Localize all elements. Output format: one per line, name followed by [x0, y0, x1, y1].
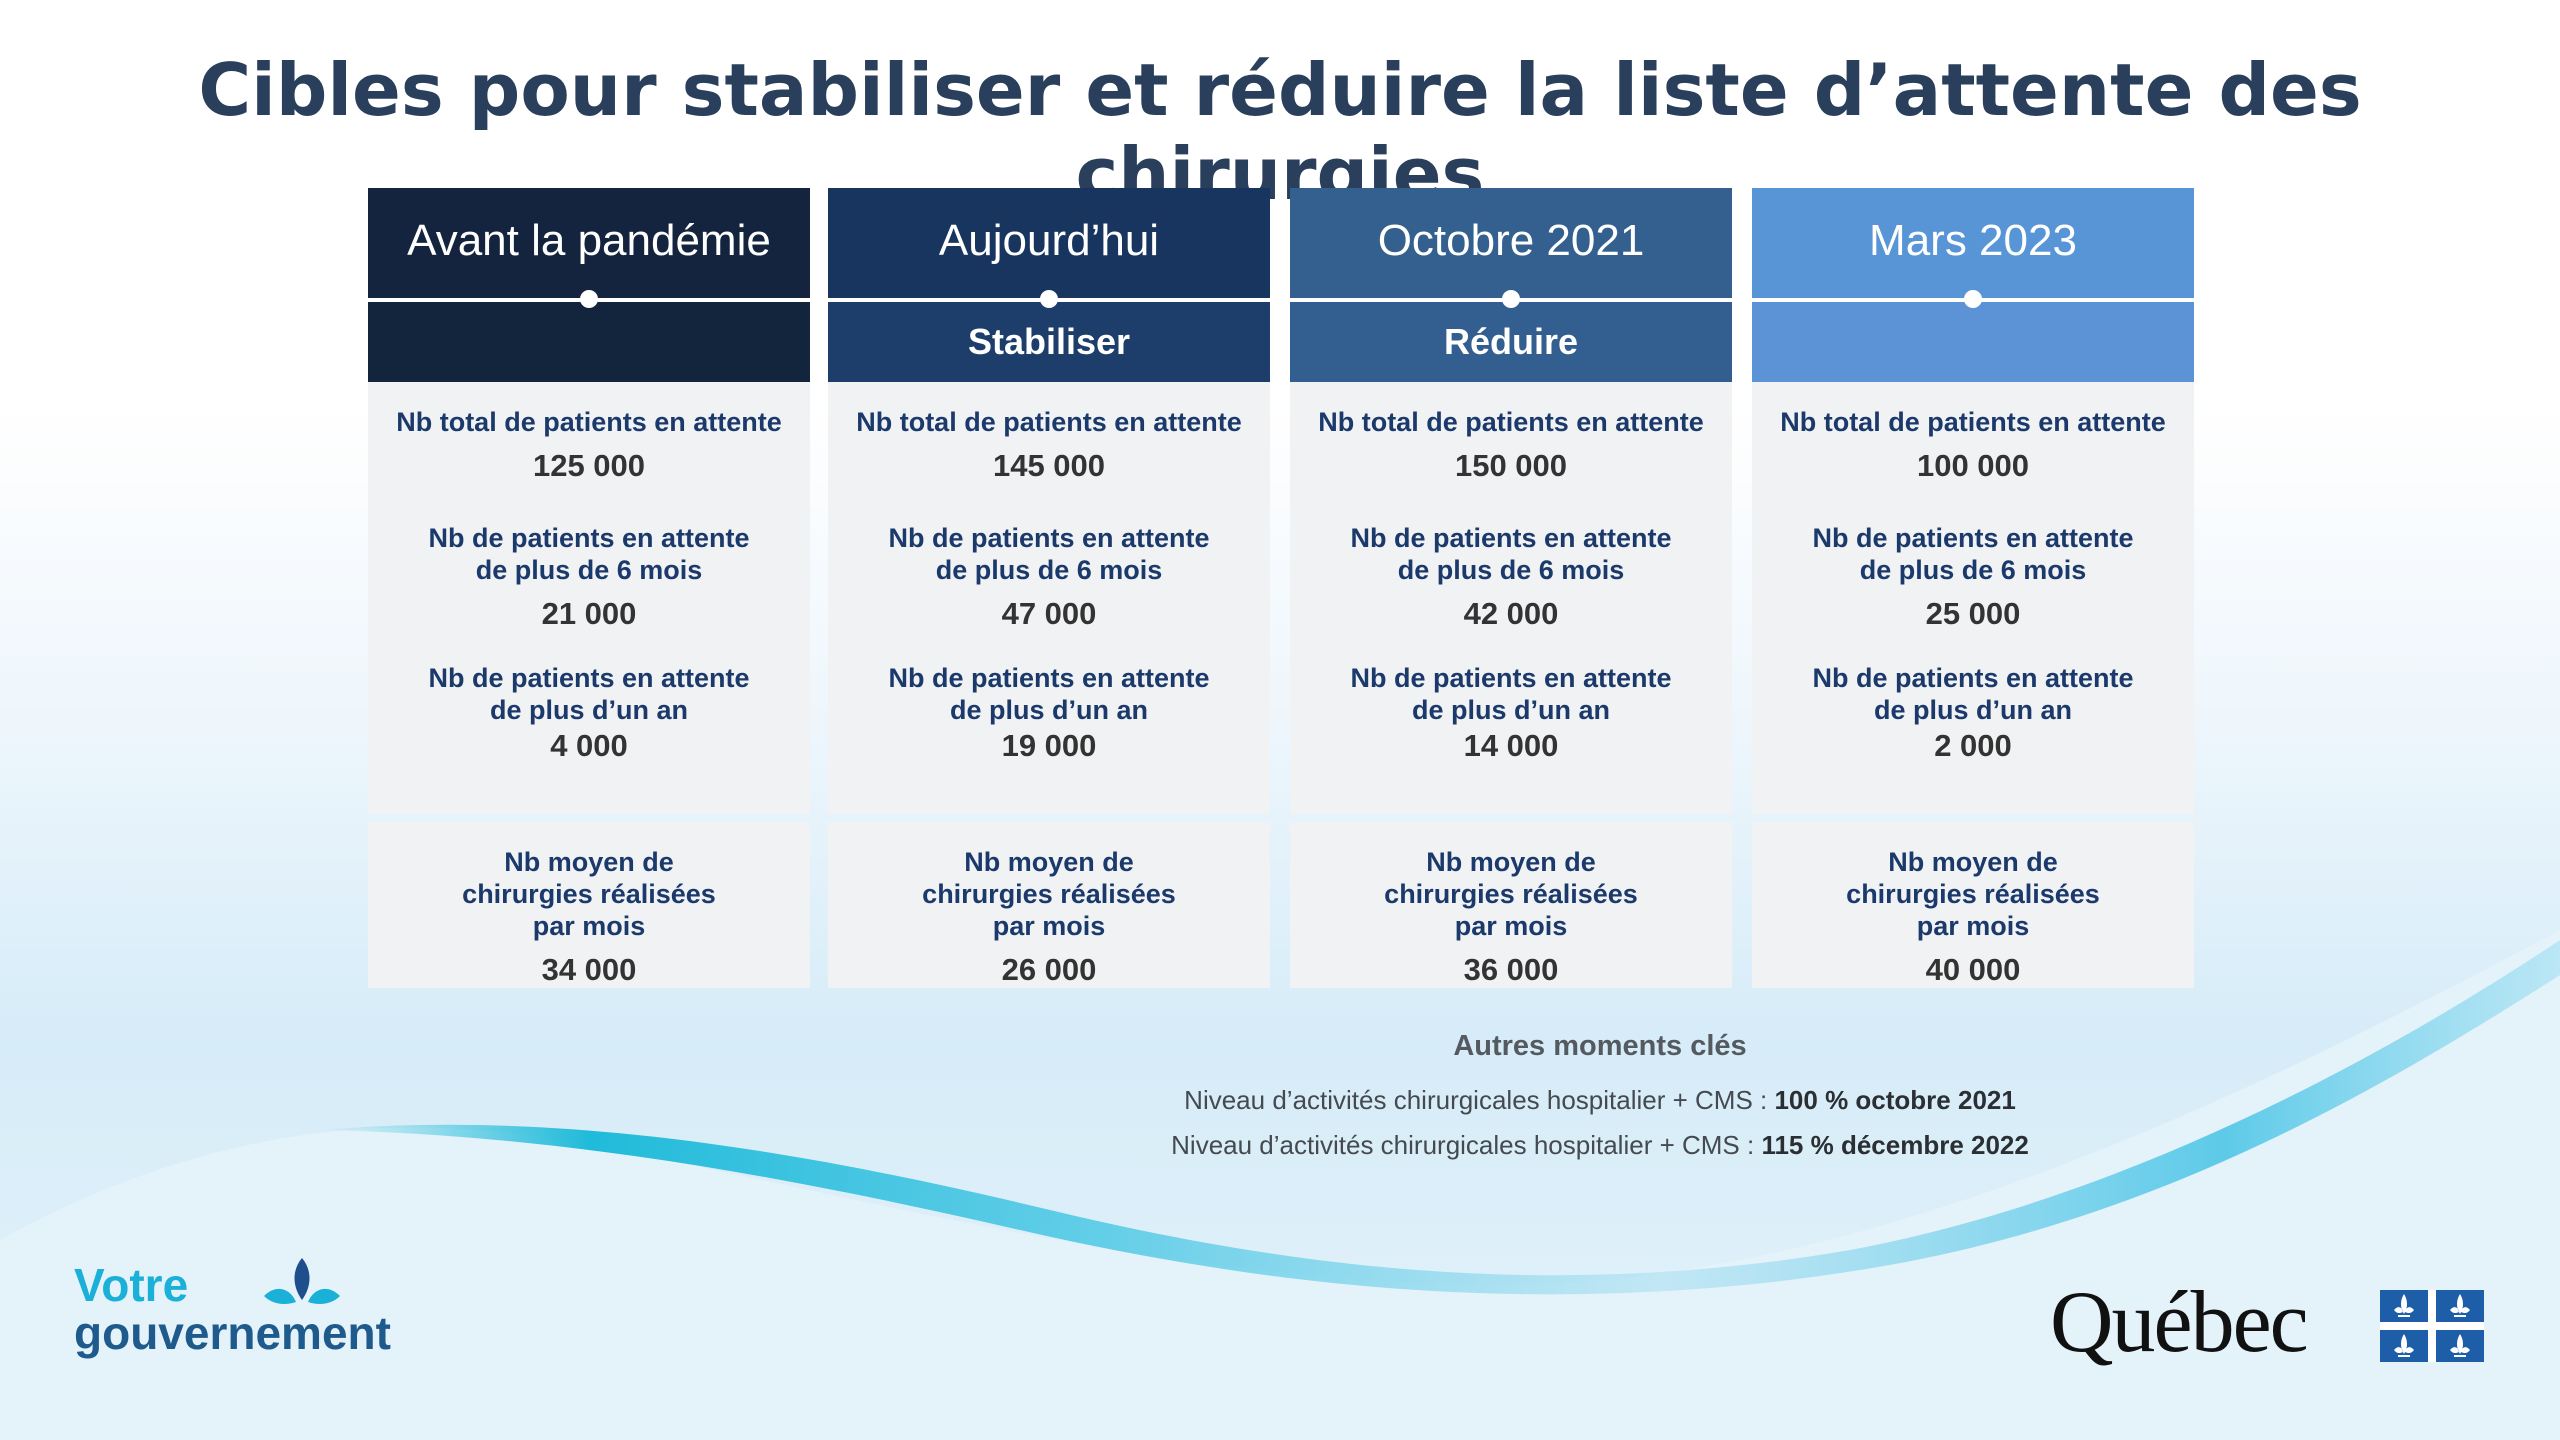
column-avant-pandemie: Avant la pandémie Nb total de patients e…	[368, 188, 810, 988]
logo-line-2: gouvernement	[74, 1307, 391, 1359]
column-subheader: Stabiliser	[828, 302, 1270, 382]
metric-value: 19 000	[1001, 728, 1097, 763]
column-header: Aujourd’hui	[828, 188, 1270, 308]
column-metrics: Nb total de patients en attente 145 000 …	[828, 382, 1270, 814]
metric-six-months: Nb de patients en attente de plus de 6 m…	[1752, 522, 2194, 632]
metric-label: Nb de patients en attente de plus d’un a…	[428, 663, 750, 725]
column-subheader	[368, 302, 810, 382]
metric-value: 25 000	[1925, 596, 2021, 631]
votre-gouvernement-logo: Votre gouvernement	[74, 1258, 474, 1378]
column-header-label: Octobre 2021	[1377, 216, 1645, 265]
footer-value: 26 000	[1001, 952, 1097, 987]
quebec-flag-icon	[2380, 1290, 2484, 1362]
metric-label: Nb total de patients en attente	[1318, 407, 1704, 437]
metric-label: Nb total de patients en attente	[1780, 407, 2166, 437]
column-subheader: Réduire	[1290, 302, 1732, 382]
metric-label: Nb de patients en attente de plus d’un a…	[1812, 663, 2134, 725]
metric-value: 4 000	[550, 728, 628, 763]
metric-value: 100 000	[1916, 448, 2030, 483]
metric-label: Nb de patients en attente de plus d’un a…	[1350, 663, 1672, 725]
column-header: Avant la pandémie	[368, 188, 810, 308]
fleur-de-lis-icon	[264, 1258, 340, 1304]
column-header-label: Avant la pandémie	[407, 216, 771, 265]
column-metrics: Nb total de patients en attente 125 000 …	[368, 382, 810, 814]
metric-one-year: Nb de patients en attente de plus d’un a…	[1290, 662, 1732, 764]
metric-value: 125 000	[532, 448, 646, 483]
footer-label: Nb moyen de chirurgies réalisées par moi…	[922, 847, 1176, 941]
metric-total: Nb total de patients en attente 100 000	[1752, 406, 2194, 484]
column-metrics: Nb total de patients en attente 150 000 …	[1290, 382, 1732, 814]
footer-label: Nb moyen de chirurgies réalisées par moi…	[1384, 847, 1638, 941]
key-moments-title: Autres moments clés	[1453, 1030, 1747, 1062]
column-header-label: Mars 2023	[1869, 216, 2077, 265]
metric-label: Nb total de patients en attente	[856, 407, 1242, 437]
column-footer: Nb moyen de chirurgies réalisées par moi…	[1290, 822, 1732, 988]
metric-label: Nb de patients en attente de plus de 6 m…	[428, 523, 750, 585]
metric-value: 14 000	[1463, 728, 1559, 763]
timeline-dot	[1502, 290, 1520, 308]
key-moment-line: Niveau d’activités chirurgicales hospita…	[1000, 1130, 2200, 1161]
metric-label: Nb de patients en attente de plus de 6 m…	[1812, 523, 2134, 585]
metric-label: Nb de patients en attente de plus de 6 m…	[1350, 523, 1672, 585]
metric-value: 47 000	[1001, 596, 1097, 631]
metric-value: 150 000	[1454, 448, 1568, 483]
metric-value: 42 000	[1463, 596, 1559, 631]
quebec-wordmark: Québec	[2050, 1274, 2309, 1371]
metric-label: Nb de patients en attente de plus de 6 m…	[888, 523, 1210, 585]
metric-total: Nb total de patients en attente 145 000	[828, 406, 1270, 484]
column-subheader	[1752, 302, 2194, 382]
footer-value: 40 000	[1925, 952, 2021, 987]
column-footer: Nb moyen de chirurgies réalisées par moi…	[368, 822, 810, 988]
metric-value: 21 000	[541, 596, 637, 631]
metric-one-year: Nb de patients en attente de plus d’un a…	[1752, 662, 2194, 764]
footer-label: Nb moyen de chirurgies réalisées par moi…	[462, 847, 716, 941]
column-header: Octobre 2021	[1290, 188, 1732, 308]
timeline-dot	[1040, 290, 1058, 308]
key-moment-text: Niveau d’activités chirurgicales hospita…	[1184, 1085, 1775, 1115]
column-mars-2023: Mars 2023 Nb total de patients en attent…	[1752, 188, 2194, 988]
quebec-logo: Québec	[2050, 1274, 2490, 1388]
metric-six-months: Nb de patients en attente de plus de 6 m…	[828, 522, 1270, 632]
key-moment-text: Niveau d’activités chirurgicales hospita…	[1171, 1130, 1762, 1160]
logo-line-1: Votre	[74, 1259, 189, 1311]
key-moment-value: 100 % octobre 2021	[1774, 1085, 2016, 1115]
column-octobre-2021: Octobre 2021 Réduire Nb total de patient…	[1290, 188, 1732, 988]
footer-value: 36 000	[1463, 952, 1559, 987]
column-header: Mars 2023	[1752, 188, 2194, 308]
column-metrics: Nb total de patients en attente 100 000 …	[1752, 382, 2194, 814]
column-header-label: Aujourd’hui	[938, 216, 1160, 265]
metric-six-months: Nb de patients en attente de plus de 6 m…	[1290, 522, 1732, 632]
timeline-dot	[580, 290, 598, 308]
metric-label: Nb total de patients en attente	[396, 407, 782, 437]
metric-one-year: Nb de patients en attente de plus d’un a…	[368, 662, 810, 764]
metric-value: 2 000	[1934, 728, 2012, 763]
column-footer: Nb moyen de chirurgies réalisées par moi…	[828, 822, 1270, 988]
metric-total: Nb total de patients en attente 150 000	[1290, 406, 1732, 484]
key-moment-line: Niveau d’activités chirurgicales hospita…	[1000, 1085, 2200, 1116]
footer-label: Nb moyen de chirurgies réalisées par moi…	[1846, 847, 2100, 941]
timeline-dot	[1964, 290, 1982, 308]
key-moment-value: 115 % décembre 2022	[1761, 1130, 2029, 1160]
metric-six-months: Nb de patients en attente de plus de 6 m…	[368, 522, 810, 632]
column-aujourdhui: Aujourd’hui Stabiliser Nb total de patie…	[828, 188, 1270, 988]
metric-label: Nb de patients en attente de plus d’un a…	[888, 663, 1210, 725]
column-footer: Nb moyen de chirurgies réalisées par moi…	[1752, 822, 2194, 988]
metric-value: 145 000	[992, 448, 1106, 483]
footer-value: 34 000	[541, 952, 637, 987]
metric-total: Nb total de patients en attente 125 000	[368, 406, 810, 484]
metric-one-year: Nb de patients en attente de plus d’un a…	[828, 662, 1270, 764]
